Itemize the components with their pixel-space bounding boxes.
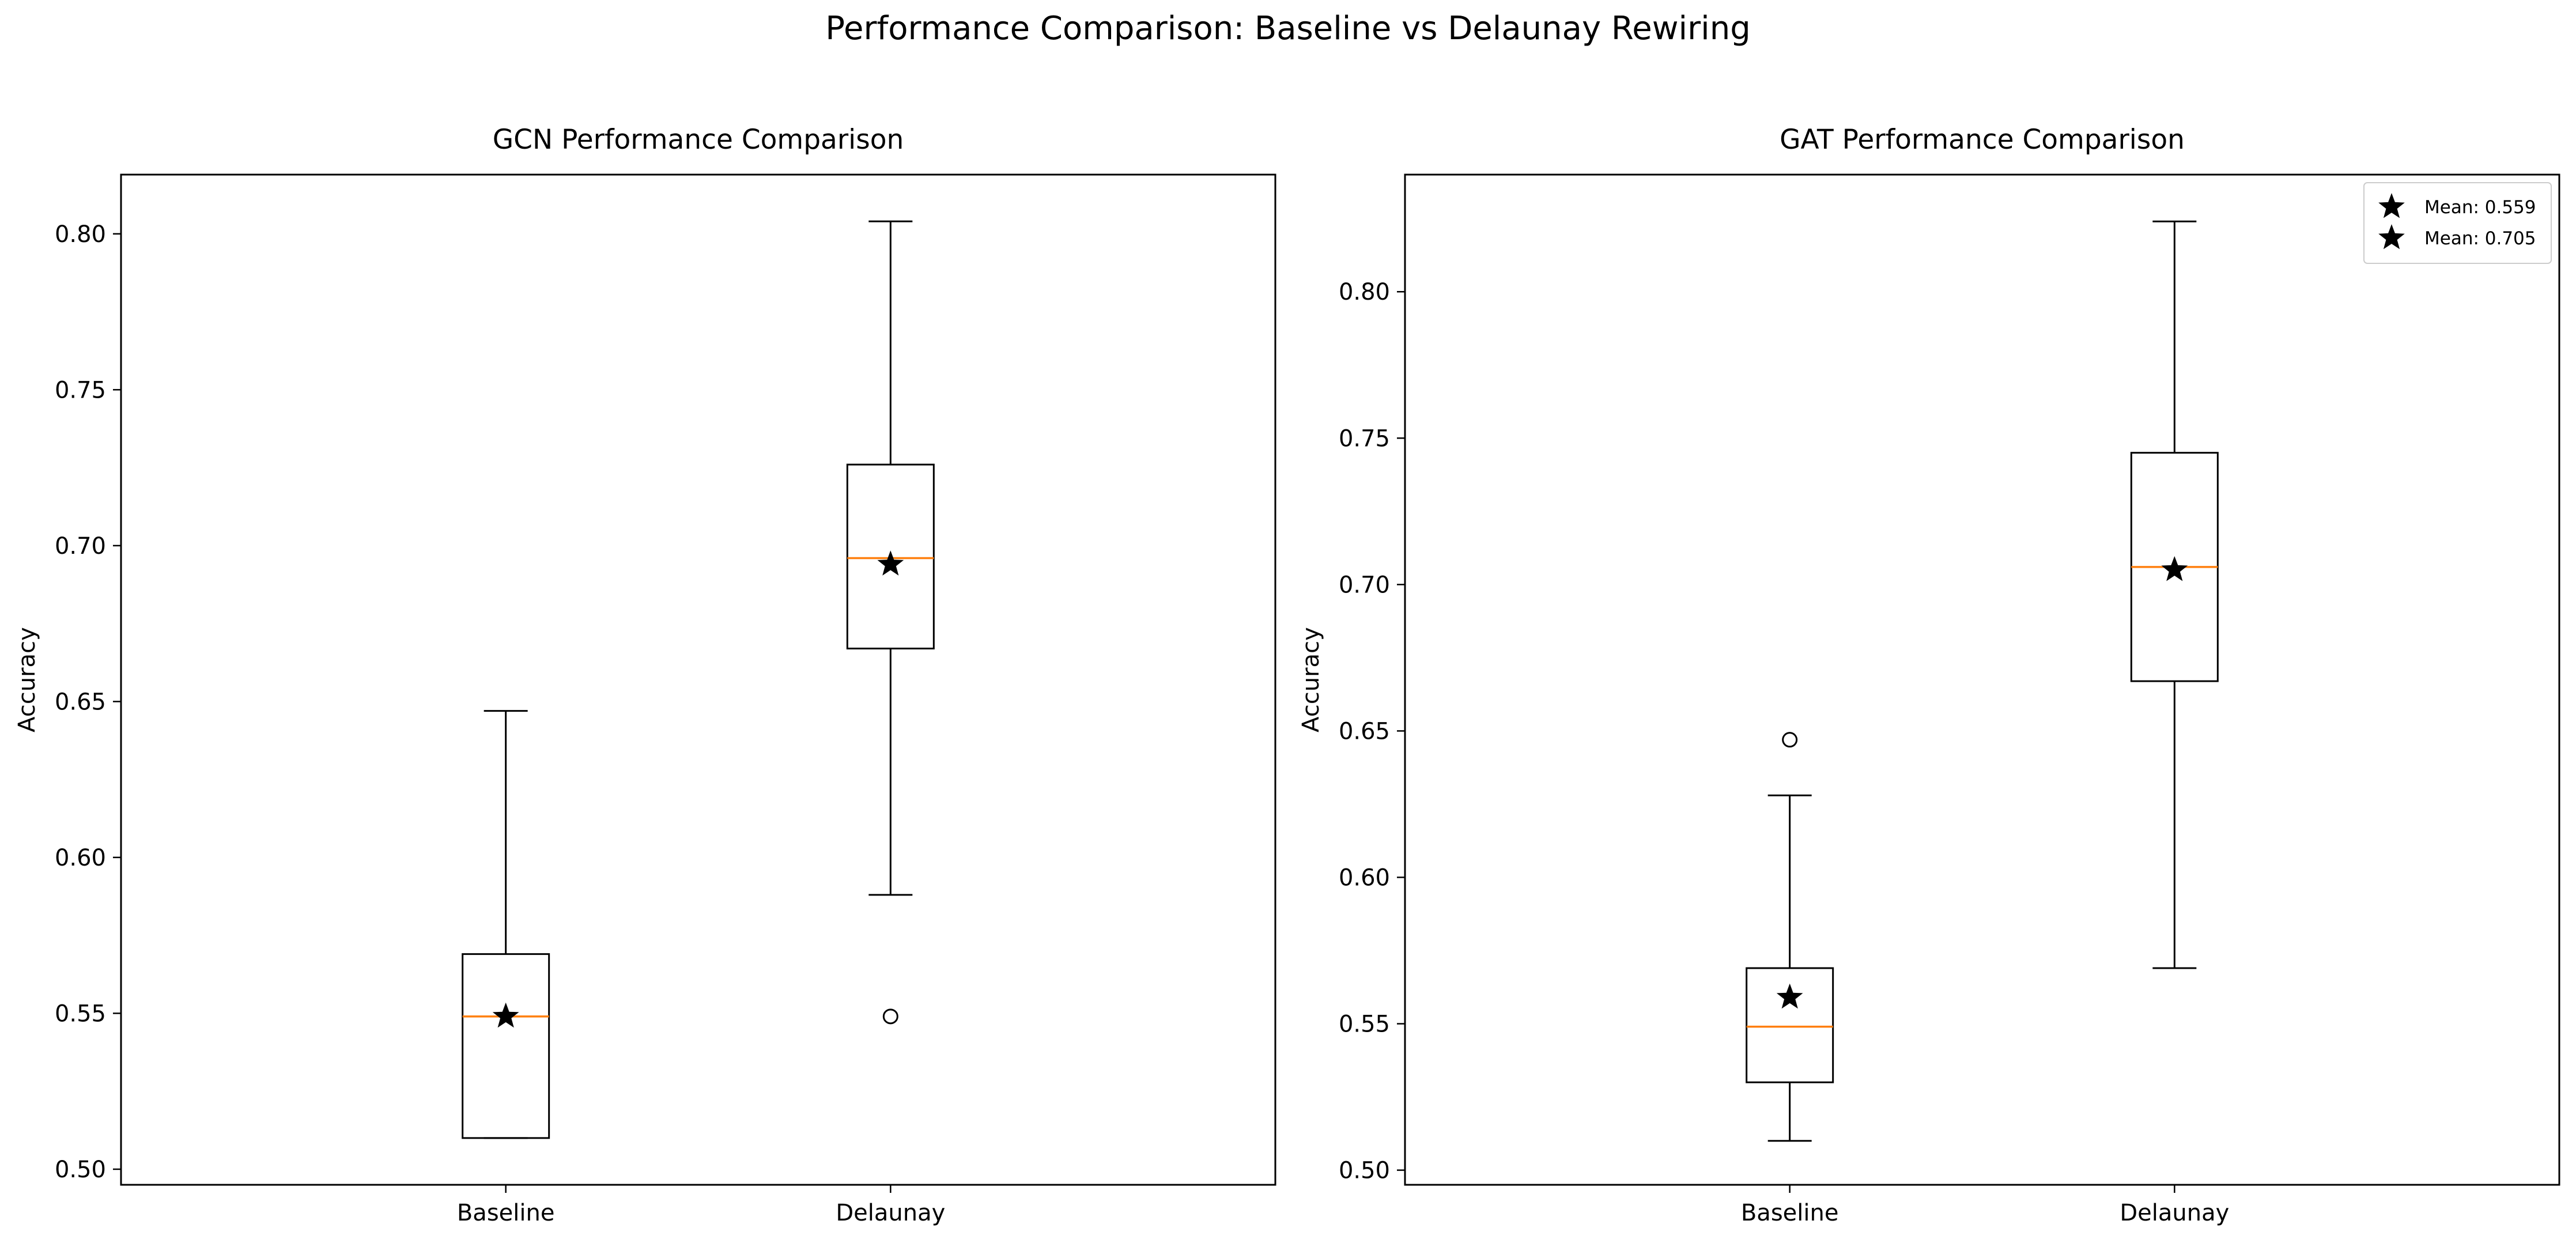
mean-marker	[1776, 983, 1803, 1009]
chart-title: GCN Performance Comparison	[493, 124, 904, 156]
y-axis-label: Accuracy	[14, 627, 40, 732]
legend-star-icon	[2378, 224, 2405, 250]
chart-panel-2: GAT Performance Comparison Accuracy 0.50 0.…	[1298, 124, 2560, 1226]
box-baseline	[1746, 732, 1834, 1142]
iqr-box	[846, 463, 935, 649]
legend-frame	[2363, 182, 2552, 264]
outlier-point	[1782, 732, 1798, 748]
chart-title: GAT Performance Comparison	[1780, 124, 2185, 156]
y-tick-label: 0.65	[1339, 718, 1390, 745]
figure-title: Performance Comparison: Baseline vs Dela…	[825, 10, 1751, 47]
y-tick-label: 0.55	[55, 1000, 106, 1027]
y-tick-label: 0.80	[55, 221, 106, 248]
axes-frame	[1404, 173, 2560, 1186]
chart-panels: GCN Performance Comparison Accuracy 0.50 0.…	[14, 124, 2560, 1226]
y-tick-label: 0.50	[1339, 1158, 1390, 1184]
mean-marker	[492, 1002, 519, 1028]
chart-panel-1: GCN Performance Comparison Accuracy 0.50 0.…	[14, 124, 1276, 1226]
legend-entry: Mean: 0.559	[2424, 197, 2536, 218]
y-tick-label: 0.70	[55, 533, 106, 560]
y-tick-label: 0.65	[55, 689, 106, 715]
y-tick-label: 0.75	[55, 377, 106, 403]
y-tick-label: 0.60	[1339, 864, 1390, 891]
mean-marker	[2161, 556, 2188, 581]
y-tick-label: 0.50	[55, 1157, 106, 1183]
legend-entry: Mean: 0.705	[2424, 228, 2536, 249]
y-tick-label: 0.80	[1339, 279, 1390, 305]
x-tick-label-delaunay: Delaunay	[2120, 1200, 2229, 1226]
box-delaunay	[2130, 220, 2219, 969]
box-delaunay	[846, 220, 935, 1025]
x-tick-label-baseline: Baseline	[457, 1200, 555, 1226]
y-axis-label: Accuracy	[1298, 627, 1324, 732]
mean-marker	[877, 550, 904, 576]
y-tick-label: 0.60	[55, 845, 106, 871]
iqr-box	[1746, 967, 1834, 1083]
iqr-box	[462, 953, 550, 1139]
y-tick-label: 0.70	[1339, 572, 1390, 598]
legend-star-icon	[2378, 193, 2405, 218]
y-tick-label: 0.55	[1339, 1011, 1390, 1038]
legend: Mean: 0.559 Mean: 0.705	[2363, 182, 2552, 264]
x-tick-label-baseline: Baseline	[1741, 1200, 1839, 1226]
y-tick-label: 0.75	[1339, 425, 1390, 452]
axes-frame	[120, 173, 1276, 1186]
outlier-point	[882, 1008, 898, 1025]
x-tick-label-delaunay: Delaunay	[836, 1200, 945, 1226]
box-baseline	[462, 710, 550, 1139]
